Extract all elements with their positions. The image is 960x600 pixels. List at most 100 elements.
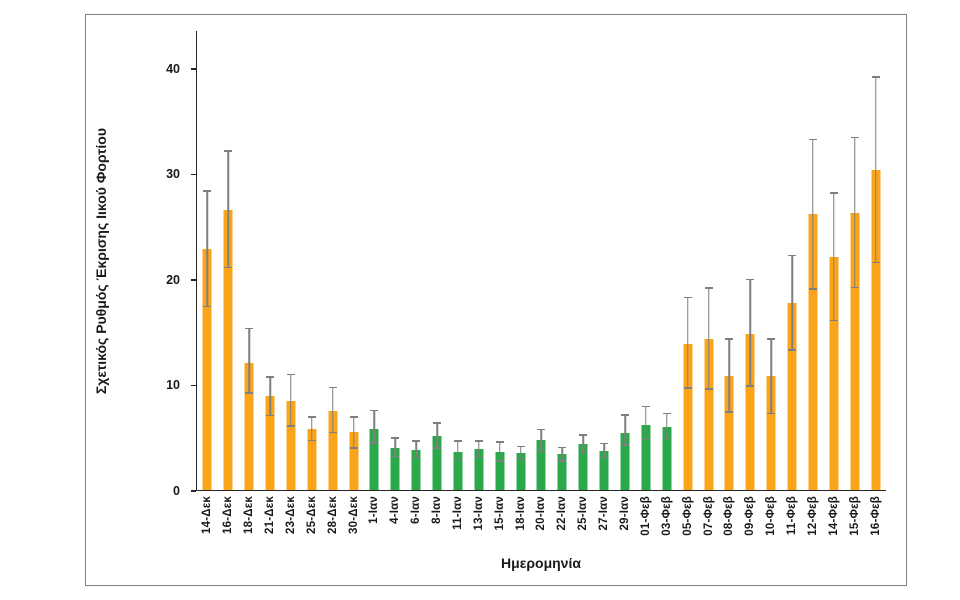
plot-area: 14-Δεκ 16-Δεκ 18-Δεκ 21-Δεκ 23-Δεκ 25-Δεκ 28-Δ…	[196, 31, 886, 536]
bar-column: 12-Φεβ	[802, 31, 823, 536]
x-tick-label: 18-Δεκ	[243, 496, 256, 534]
bar-column: 30-Δεκ	[343, 31, 364, 534]
x-tick-label-wrap: 25-Δεκ	[301, 490, 322, 534]
bar-column: 01-Φεβ	[635, 31, 656, 536]
error-bar	[871, 76, 880, 264]
x-tick-label: 12-Φεβ	[806, 496, 819, 536]
y-tick-label: 10	[166, 378, 180, 393]
bar	[286, 401, 296, 490]
bar	[495, 452, 505, 490]
bar-column: 16-Δεκ	[218, 31, 239, 534]
x-tick-label: 10-Φεβ	[765, 496, 778, 536]
x-tick-label: 11-Φεβ	[786, 496, 799, 536]
error-bar	[767, 338, 776, 415]
bar	[244, 363, 254, 490]
y-tick-label: 30	[166, 167, 180, 182]
x-tick-label-wrap: 29-Ιαν	[615, 490, 636, 530]
x-tick-label-wrap: 16-Φεβ	[865, 490, 886, 536]
x-tick-label: 27-Ιαν	[598, 496, 611, 531]
bar	[390, 447, 400, 490]
x-tick-label: 21-Δεκ	[264, 496, 277, 534]
error-bar	[245, 327, 254, 394]
bar	[557, 454, 567, 490]
bar-column: 16-Φεβ	[865, 31, 886, 536]
bar-column: 22-Ιαν	[552, 31, 573, 530]
bar-column: 05-Φεβ	[677, 31, 698, 536]
error-bar	[850, 136, 859, 289]
bar	[850, 212, 860, 490]
x-tick-label: 07-Φεβ	[702, 496, 715, 536]
bar-column: 8-Ιαν	[427, 31, 448, 524]
bar-column: 25-Δεκ	[301, 31, 322, 534]
bar	[808, 213, 818, 490]
error-bar	[516, 445, 525, 461]
bar	[307, 428, 317, 490]
bar	[662, 426, 672, 490]
bar	[453, 452, 463, 490]
bar-column: 14-Φεβ	[823, 31, 844, 536]
bar	[432, 436, 442, 490]
error-bar	[725, 338, 734, 413]
bar	[536, 440, 546, 490]
error-bar	[224, 150, 233, 269]
bar	[683, 344, 693, 490]
error-bar	[746, 278, 755, 387]
error-bar	[788, 254, 797, 351]
x-tick-label: 23-Δεκ	[284, 496, 297, 534]
x-tick-label-wrap: 16-Δεκ	[218, 490, 239, 534]
bar-column: 13-Ιαν	[468, 31, 489, 530]
x-tick-label: 01-Φεβ	[639, 496, 652, 536]
error-bar	[641, 405, 650, 441]
x-tick-label-wrap: 8-Ιαν	[427, 490, 448, 524]
x-tick-label-wrap: 14-Φεβ	[823, 490, 844, 536]
y-tick-mark	[191, 279, 196, 281]
bar	[578, 443, 588, 490]
y-tick-mark	[191, 68, 196, 70]
bar-column: 07-Φεβ	[698, 31, 719, 536]
x-tick-label: 14-Φεβ	[827, 496, 840, 536]
bar	[620, 433, 630, 490]
x-tick-label-wrap: 20-Ιαν	[531, 490, 552, 530]
x-tick-label: 30-Δεκ	[347, 496, 360, 534]
bar-column: 14-Δεκ	[197, 31, 218, 534]
bar	[223, 210, 233, 490]
error-bar	[370, 409, 379, 444]
error-bar	[829, 192, 838, 322]
error-bar	[412, 440, 421, 459]
error-bar	[328, 386, 337, 434]
y-axis: 0 10 20 30 40	[86, 31, 196, 498]
y-tick-mark	[191, 173, 196, 176]
bar	[599, 450, 609, 490]
error-bar	[391, 437, 400, 458]
x-tick-label-wrap: 28-Δεκ	[322, 490, 343, 534]
x-tick-label-wrap: 05-Φεβ	[677, 490, 698, 536]
x-tick-label: 6-Ιαν	[410, 496, 423, 524]
bar-column: 18-Δεκ	[239, 31, 260, 534]
bar-column: 15-Ιαν	[489, 31, 510, 530]
bar	[787, 303, 797, 490]
y-tick-label: 0	[173, 484, 180, 498]
error-bar	[537, 428, 546, 453]
bar-column: 1-Ιαν	[364, 31, 385, 524]
x-tick-label: 15-Ιαν	[493, 496, 506, 531]
bar-column: 18-Ιαν	[510, 31, 531, 530]
bar	[704, 339, 714, 490]
bar-column: 21-Δεκ	[260, 31, 281, 534]
x-tick-label: 09-Φεβ	[744, 496, 757, 536]
error-bar	[453, 440, 462, 461]
error-bar	[683, 296, 692, 389]
x-tick-label-wrap: 10-Φεβ	[761, 490, 782, 536]
x-tick-label: 16-Δεκ	[222, 496, 235, 534]
bar	[829, 256, 839, 490]
y-tick-label: 20	[166, 272, 180, 287]
error-bar	[662, 412, 671, 440]
bar	[411, 449, 421, 490]
x-tick-label: 18-Ιαν	[514, 496, 527, 531]
x-tick-label-wrap: 22-Ιαν	[552, 490, 573, 530]
y-tick-label: 40	[166, 61, 180, 76]
x-tick-label: 05-Φεβ	[681, 496, 694, 536]
x-tick-label: 25-Δεκ	[305, 496, 318, 534]
x-tick-label: 8-Ιαν	[431, 496, 444, 524]
error-bar	[286, 373, 295, 427]
error-bar	[474, 440, 483, 458]
